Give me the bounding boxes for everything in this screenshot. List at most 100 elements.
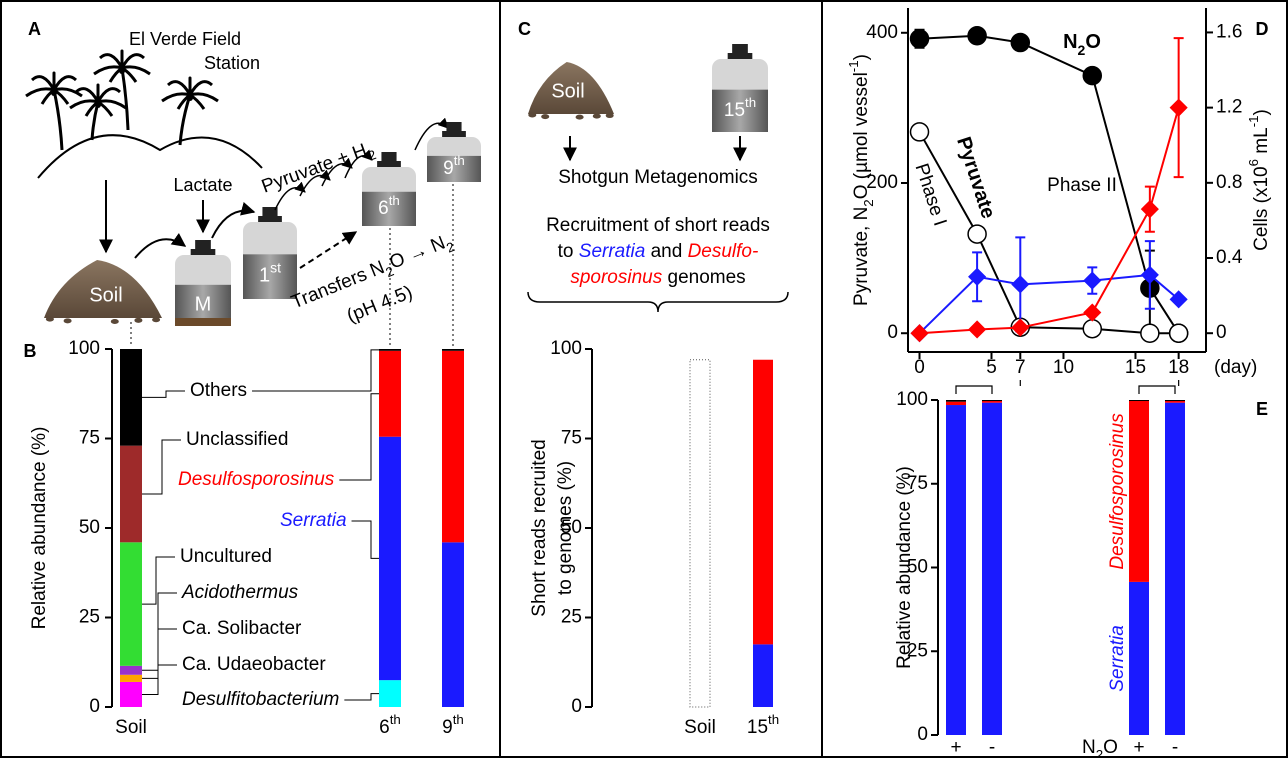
leader-line (339, 393, 379, 481)
x-tick-label: 5 (986, 357, 997, 378)
soil-pile (44, 260, 162, 318)
bar-segment (1165, 400, 1185, 402)
panel-letter: C (518, 19, 531, 39)
text-part: 6 (378, 198, 389, 219)
leader-line (142, 439, 181, 495)
series-label: Ca. Solibacter (182, 618, 302, 639)
x-tick-label: - (1172, 737, 1178, 758)
x-axis-label: N2O (1082, 737, 1118, 758)
text-part: N (1082, 737, 1096, 758)
soil-crumb (592, 113, 601, 119)
palm-frond (52, 75, 78, 91)
bottle-label: 6th (378, 193, 400, 219)
text-part: O (1085, 31, 1101, 53)
text-part: -1 (846, 60, 861, 72)
bottle-neck (442, 131, 466, 137)
data-point (1010, 32, 1031, 53)
leader-line (142, 628, 177, 679)
text-part: -1 (1246, 115, 1261, 127)
bar-segment (1129, 401, 1149, 582)
soil-crumb (541, 114, 550, 120)
soil-crumb (605, 113, 614, 119)
data-point (1169, 98, 1188, 117)
text-part: 9 (442, 717, 453, 738)
series-label: Serratia (280, 510, 347, 531)
palm-trunk (52, 89, 64, 151)
series-label: Desulfitobacterium (182, 689, 339, 710)
data-point (1011, 318, 1030, 337)
bottle-neck (727, 53, 753, 59)
data-point (1140, 265, 1159, 284)
x-tick-label: 9th (442, 712, 464, 738)
bar-segment (982, 402, 1002, 735)
leader-line (142, 664, 177, 695)
text-part: Desulfo- (688, 241, 759, 262)
soil-crumb (63, 318, 72, 324)
bracket (955, 380, 1021, 394)
data-point (968, 267, 987, 286)
panel-letter: B (24, 341, 37, 361)
palm-frond (121, 65, 151, 76)
soil-crumb (575, 114, 584, 120)
bottle-label: 15th (724, 95, 756, 121)
data-point (1169, 290, 1188, 309)
x-tick-label: 15th (747, 712, 779, 738)
palm-frond (120, 53, 146, 69)
y-tick-label: 50 (907, 557, 928, 578)
y-tick-label: 25 (79, 607, 100, 628)
data-point (967, 224, 987, 244)
bar-segment (946, 400, 966, 402)
panel-letter: D (1256, 19, 1269, 39)
soil-crumb (134, 317, 143, 323)
y-tick-label: 200 (866, 172, 898, 193)
palm-frond (30, 75, 56, 91)
text-part: mL (1251, 127, 1272, 159)
bottle-liquid (712, 89, 768, 132)
soil-crumb (528, 112, 537, 118)
substrate-label: Lactate (173, 175, 232, 195)
bottle-cap (262, 207, 278, 216)
palm-coconut (119, 68, 125, 74)
hill (37, 134, 263, 179)
series-line (918, 131, 1179, 335)
text-part: st (270, 259, 281, 275)
text-part: Serratia (579, 241, 646, 262)
soil-pile (528, 62, 614, 114)
y-tick-label: 75 (79, 428, 100, 449)
soil-crumb (152, 317, 161, 323)
y-tick-label: 75 (561, 428, 582, 449)
x-tick-label: 7 (1015, 357, 1026, 378)
arrow (134, 232, 187, 259)
data-point (967, 26, 987, 46)
y-tick-label: 0 (571, 696, 582, 717)
palm-coconut (187, 95, 193, 101)
series-line (919, 107, 1180, 335)
soil-crumb (110, 318, 119, 324)
x-tick-label: 10 (1053, 357, 1074, 378)
palm-frond (161, 92, 191, 103)
data-point (1140, 200, 1159, 219)
leader-line (142, 556, 175, 605)
text-part: O (1103, 737, 1118, 758)
data-point (909, 29, 930, 49)
bottle-cap (195, 240, 211, 249)
series-label: Pyruvate (952, 134, 999, 221)
palm-frond (98, 53, 124, 69)
bar-segment (442, 349, 464, 351)
bar-segment (946, 401, 966, 406)
panel-letter: A (28, 19, 41, 39)
arrow (299, 231, 358, 269)
arrow (344, 149, 373, 179)
y-tick-label: 50 (561, 517, 582, 538)
bar-segment (379, 350, 401, 437)
y2-tick-label: 0.4 (1216, 247, 1243, 268)
y-tick-label: 50 (79, 517, 100, 538)
y2-tick-label: 1.2 (1216, 97, 1242, 118)
series-label: Acidothermus (181, 582, 299, 603)
x-tick-label: Soil (684, 717, 716, 738)
palm-frond (74, 87, 100, 103)
data-point (968, 320, 987, 339)
data-point (1083, 303, 1102, 322)
text-part: 2 (444, 239, 456, 256)
